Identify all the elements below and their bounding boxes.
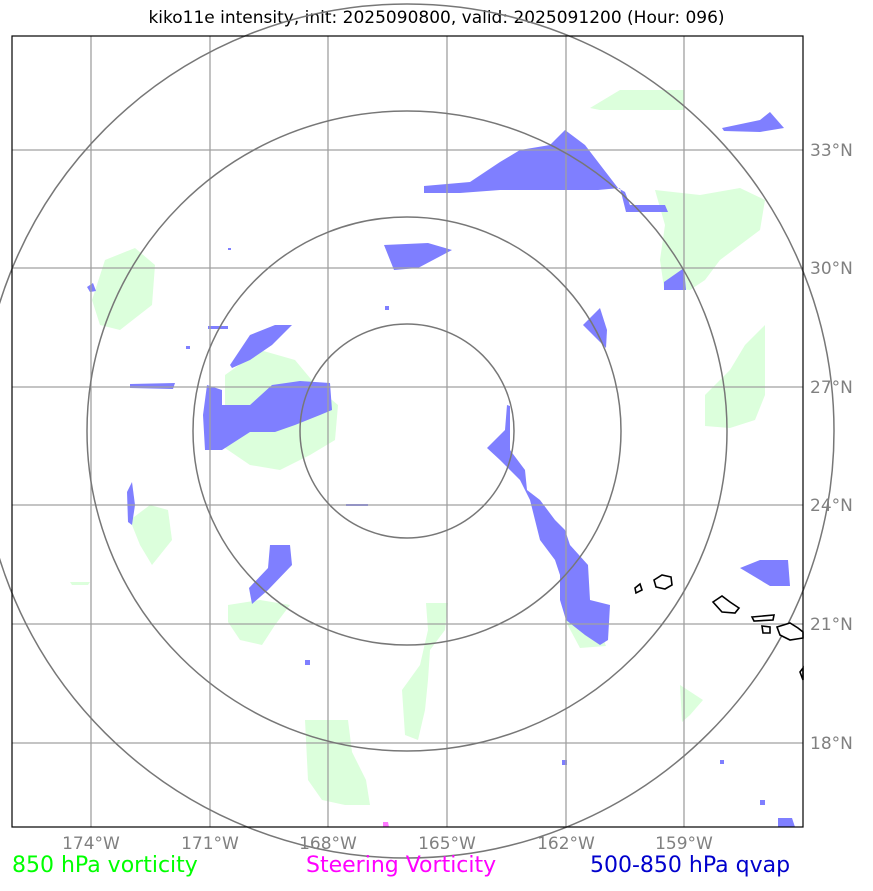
range-ring-4	[0, 3, 835, 859]
lon-label: 162°W	[537, 834, 595, 854]
green-area	[228, 600, 290, 645]
lat-label: 21°N	[810, 615, 853, 635]
blue-area	[230, 325, 292, 368]
green-area	[680, 685, 703, 722]
range-rings	[0, 3, 835, 859]
lon-label: 174°W	[62, 834, 120, 854]
lon-labels: 174°W 171°W 168°W 165°W 162°W 159°W	[62, 834, 713, 854]
green-area	[70, 582, 90, 585]
lat-label: 33°N	[810, 141, 853, 161]
range-ring-2	[192, 216, 622, 646]
lat-label: 24°N	[810, 496, 853, 516]
green-area	[590, 90, 684, 110]
blue-area	[228, 248, 231, 250]
island-niihau	[634, 582, 643, 595]
vorticity-850-areas	[70, 90, 765, 805]
blue-area	[127, 482, 135, 525]
range-ring-1	[299, 323, 515, 539]
lon-label: 168°W	[299, 834, 357, 854]
blue-area	[722, 112, 784, 132]
green-area	[130, 505, 172, 565]
island-molokai	[750, 614, 775, 622]
blue-area	[664, 268, 686, 290]
green-area	[705, 325, 765, 428]
blue-area	[487, 405, 610, 645]
blue-area	[720, 760, 724, 764]
blue-area	[186, 346, 190, 349]
blue-area	[203, 381, 332, 450]
blue-area	[130, 383, 175, 389]
qvap-areas	[87, 112, 795, 827]
island-kauai	[653, 574, 673, 590]
blue-area	[249, 545, 292, 604]
island-lanai	[761, 625, 771, 634]
lon-label: 171°W	[181, 834, 239, 854]
lat-label: 30°N	[810, 259, 853, 279]
steering-vorticity-area	[383, 822, 389, 827]
blue-area	[424, 130, 668, 212]
legend-steering-vorticity: Steering Vorticity	[306, 853, 497, 878]
gridlines	[12, 36, 803, 827]
map-frame	[11, 35, 804, 828]
green-area	[402, 603, 448, 740]
legend-850-vorticity: 850 hPa vorticity	[12, 853, 198, 878]
blue-area	[740, 560, 790, 586]
blue-area	[760, 800, 765, 805]
map-title: kiko11e intensity, init: 2025090800, val…	[148, 8, 725, 28]
lat-labels: 33°N 30°N 27°N 24°N 21°N 18°N	[810, 141, 853, 754]
lat-label: 18°N	[810, 734, 853, 754]
green-area	[305, 720, 370, 805]
blue-area	[384, 243, 452, 270]
legend-qvap: 500-850 hPa qvap	[590, 853, 791, 878]
hawaiian-islands	[634, 574, 804, 681]
island-oahu	[711, 595, 741, 614]
range-ring-3	[86, 110, 728, 752]
blue-area	[385, 306, 389, 310]
lat-label: 27°N	[810, 378, 853, 398]
blue-area	[778, 818, 795, 827]
blue-area	[305, 660, 310, 665]
lon-label: 165°W	[418, 834, 476, 854]
green-area	[655, 188, 765, 290]
lon-label: 159°W	[655, 834, 713, 854]
blue-area	[208, 326, 228, 329]
